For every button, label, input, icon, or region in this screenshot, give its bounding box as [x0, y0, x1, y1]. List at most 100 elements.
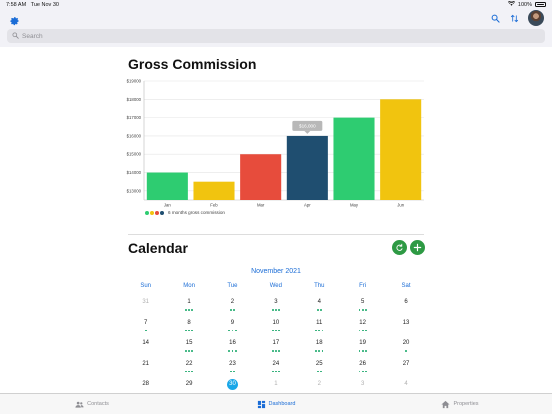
bar-apr: [286, 135, 328, 200]
search-icon[interactable]: [490, 13, 500, 23]
calendar-day[interactable]: 3: [254, 297, 297, 318]
event-dots: [254, 329, 297, 332]
day-number: 8: [187, 319, 191, 326]
gear-icon[interactable]: [9, 13, 20, 26]
bar-mar: [240, 154, 282, 200]
tab-contacts[interactable]: Contacts: [0, 394, 184, 414]
calendar-day[interactable]: 26: [341, 359, 384, 380]
calendar-day[interactable]: 23: [211, 359, 254, 380]
calendar-day[interactable]: 31: [124, 297, 167, 318]
tooltip-box: [292, 120, 323, 131]
calendar-day[interactable]: 9: [211, 318, 254, 339]
weekday-label: Sun: [140, 283, 152, 289]
event-dots: [298, 350, 341, 352]
event-dots: [341, 350, 384, 352]
day-number: 15: [185, 340, 193, 346]
day-number: 11: [316, 319, 323, 326]
calendar-day[interactable]: 1: [167, 297, 210, 318]
calendar-day[interactable]: 24: [254, 359, 297, 380]
calendar-day[interactable]: 19: [341, 338, 384, 359]
legend-label: 6 months gross commission: [168, 210, 225, 215]
event-dot: [271, 350, 274, 352]
search-input[interactable]: Search: [7, 29, 545, 43]
calendar-day[interactable]: 29: [167, 379, 210, 393]
calendar-day[interactable]: 10: [254, 318, 297, 339]
day-number: 16: [229, 340, 236, 346]
calendar-day[interactable]: 2: [211, 297, 254, 318]
refresh-icon: [396, 243, 403, 251]
legend-swatch: [160, 210, 164, 215]
calendar-day[interactable]: 14: [124, 338, 167, 359]
y-tick-label: $19000: [127, 79, 142, 84]
calendar-day[interactable]: 17: [254, 338, 297, 359]
legend-swatch: [155, 210, 159, 215]
day-number: 26: [359, 360, 366, 367]
event-dot: [234, 329, 237, 332]
day-number: 24: [272, 360, 280, 367]
calendar-day[interactable]: 4: [384, 379, 427, 393]
calendar-day[interactable]: 16: [211, 338, 254, 359]
event-dot: [274, 329, 277, 332]
calendar-day[interactable]: 2: [298, 379, 341, 393]
calendar-day[interactable]: 22: [167, 359, 210, 380]
day-number: 12: [359, 319, 366, 326]
event-dot: [191, 309, 194, 311]
x-tick-label: Jun: [397, 203, 405, 208]
calendar-day[interactable]: 7: [124, 318, 167, 339]
calendar-day[interactable]: 8: [167, 318, 210, 339]
calendar-day[interactable]: 4: [298, 297, 341, 318]
day-number: 19: [359, 340, 366, 346]
calendar-day[interactable]: 21: [124, 359, 167, 380]
event-dots: [167, 350, 210, 352]
calendar-day-today[interactable]: 30: [211, 379, 254, 393]
calendar-day[interactable]: 1: [254, 379, 297, 393]
event-dot: [364, 309, 367, 311]
calendar-day[interactable]: 27: [384, 359, 427, 380]
sort-icon[interactable]: [509, 13, 519, 23]
event-dot: [274, 350, 277, 352]
avatar[interactable]: [528, 10, 544, 26]
refresh-button[interactable]: [392, 240, 407, 255]
calendar-week: 7 8 9 10 11 12 13: [124, 318, 428, 339]
x-tick-label: Jan: [164, 203, 172, 208]
search-field-icon: [12, 31, 19, 41]
calendar-day[interactable]: 25: [298, 359, 341, 380]
calendar-day[interactable]: 18: [298, 338, 341, 359]
event-dot: [364, 329, 367, 332]
day-number: 22: [185, 360, 193, 367]
calendar-week: 31 1 2 3 4 5 6: [124, 297, 428, 318]
event-dot: [358, 329, 361, 332]
event-dot: [321, 350, 324, 352]
event-dot: [361, 350, 364, 352]
event-dot: [278, 329, 280, 332]
tab-dashboard[interactable]: Dashboard: [184, 394, 368, 414]
calendar-day[interactable]: 13: [384, 318, 427, 339]
day-number: 5: [360, 299, 365, 305]
chart-legend: 6 months gross commission: [145, 210, 225, 215]
calendar-title: Calendar: [128, 240, 188, 256]
tab-label: Contacts: [87, 401, 109, 407]
calendar-day[interactable]: 20: [384, 338, 427, 359]
tab-properties[interactable]: Properties: [368, 394, 552, 414]
day-number: 14: [142, 340, 150, 346]
calendar-day[interactable]: 6: [384, 297, 427, 318]
calendar-day[interactable]: 5: [341, 297, 384, 318]
event-dots: [167, 329, 210, 332]
day-number: 27: [402, 360, 410, 367]
event-dot: [318, 329, 321, 332]
plus-icon: [413, 243, 422, 252]
event-dot: [271, 370, 274, 373]
event-dot: [188, 329, 190, 332]
calendar-day[interactable]: 15: [167, 338, 210, 359]
commission-chart: $13000 $14000 $15000 $16000 $17000 $18000 $190…: [112, 75, 427, 225]
event-dot: [361, 329, 364, 332]
add-event-button[interactable]: [410, 240, 425, 255]
event-dot: [364, 370, 367, 373]
event-dots: [254, 350, 297, 352]
calendar-day[interactable]: 12: [341, 318, 384, 339]
day-number: 30: [226, 379, 238, 390]
weekday-label: Mon: [183, 283, 195, 289]
calendar-day[interactable]: 11: [298, 318, 341, 339]
calendar-day[interactable]: 28: [124, 379, 167, 393]
calendar-day[interactable]: 3: [341, 379, 384, 393]
